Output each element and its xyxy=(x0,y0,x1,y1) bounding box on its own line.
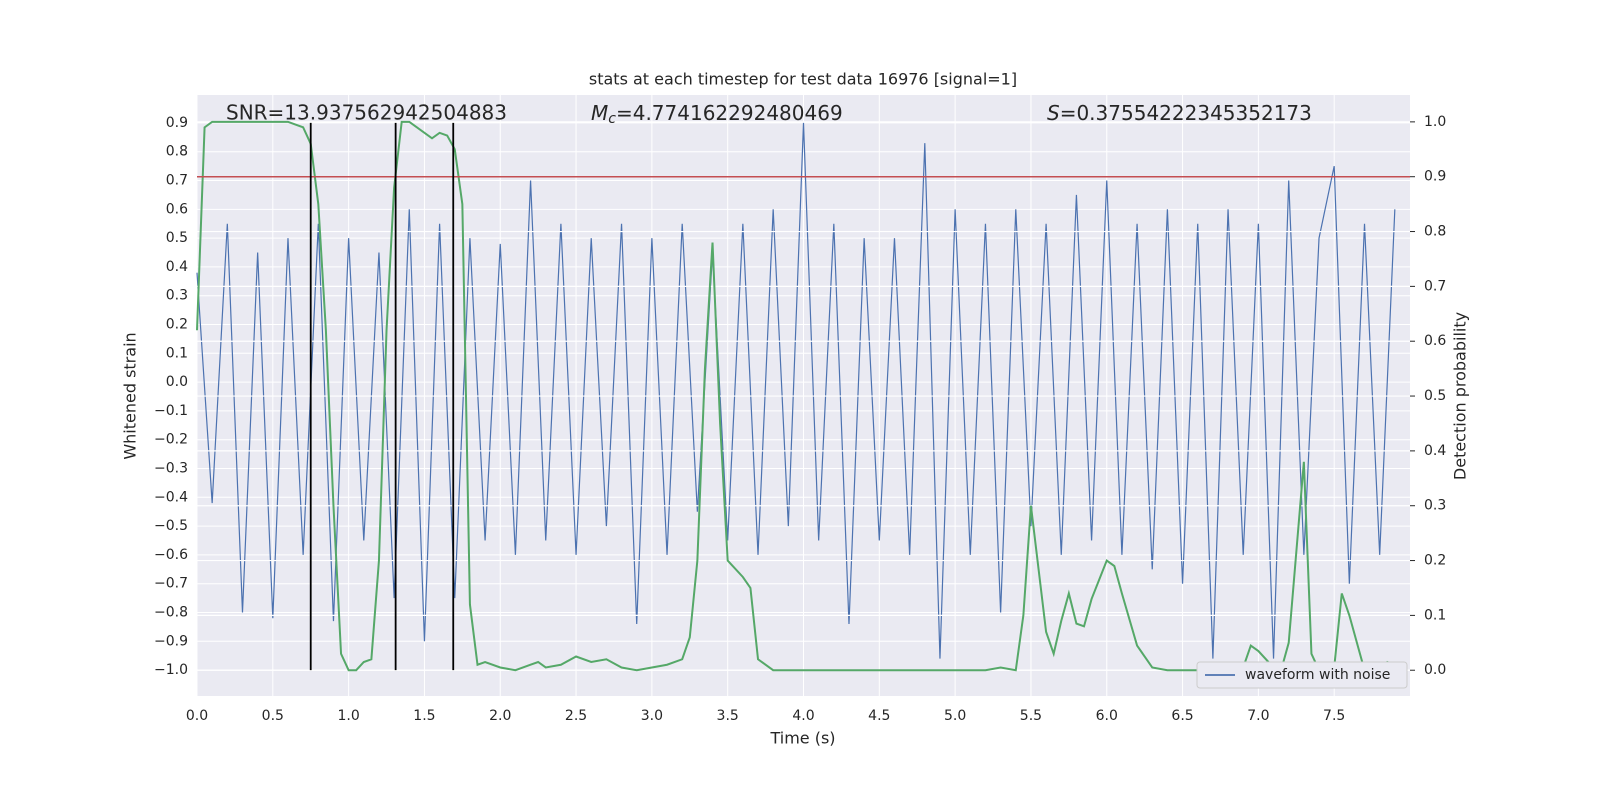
x-tick-label: 4.0 xyxy=(792,708,814,724)
y-tick-label: −0.4 xyxy=(154,489,188,505)
x-tick-label: 1.0 xyxy=(337,708,359,724)
y-tick-label: 0.5 xyxy=(166,230,188,246)
over-layer: waveform with noise xyxy=(196,120,1410,689)
y-tick-label: −0.6 xyxy=(154,547,188,563)
annotation: S=0.37554222345352173 xyxy=(1047,101,1312,125)
y-tick-label: −0.7 xyxy=(154,576,188,592)
y-tick-label: 0.6 xyxy=(166,201,188,217)
y-tick-label: −0.1 xyxy=(154,403,188,419)
y-tick-label: −0.2 xyxy=(154,432,188,448)
y2-tick-label: 0.0 xyxy=(1424,662,1446,678)
y2-axis-label: Detection probability xyxy=(1451,312,1470,480)
y-tick-label: −0.3 xyxy=(154,461,188,477)
annotation-symbol: M xyxy=(591,101,608,125)
y2-tick-label: 0.8 xyxy=(1424,224,1446,240)
y2-tick-label: 0.3 xyxy=(1424,498,1446,514)
y2-tick-label: 0.4 xyxy=(1424,443,1446,459)
y-tick-label: 0.4 xyxy=(166,259,188,275)
y-tick-label: −0.9 xyxy=(154,633,188,649)
y-tick-label: 0.0 xyxy=(166,374,188,390)
y-tick-label: 0.3 xyxy=(166,288,188,304)
y-tick-label: 0.2 xyxy=(166,317,188,333)
y2-tick-label: 0.5 xyxy=(1424,388,1446,404)
x-tick-label: 3.0 xyxy=(641,708,663,724)
x-tick-label: 6.0 xyxy=(1096,708,1118,724)
x-tick-label: 7.0 xyxy=(1247,708,1269,724)
y-tick-label: −1.0 xyxy=(154,662,188,678)
x-tick-label: 7.5 xyxy=(1323,708,1345,724)
x-axis-label: Time (s) xyxy=(769,729,835,748)
annotation: SNR=13.937562942504883 xyxy=(226,101,507,125)
y2-tick-label: 0.9 xyxy=(1424,169,1446,185)
legend-label: waveform with noise xyxy=(1245,667,1390,683)
annotation: Mc=4.774162292480469 xyxy=(591,101,843,128)
x-tick-label: 0.0 xyxy=(186,708,208,724)
annotation-text: =4.774162292480469 xyxy=(616,101,843,125)
x-tick-label: 2.5 xyxy=(565,708,587,724)
y-tick-label: −0.5 xyxy=(154,518,188,534)
y2-tick-label: 0.2 xyxy=(1424,553,1446,569)
y-tick-label: −0.8 xyxy=(154,604,188,620)
y-tick-label: 0.7 xyxy=(166,173,188,189)
y-tick-label: 0.8 xyxy=(166,144,188,160)
x-tick-label: 6.5 xyxy=(1171,708,1193,724)
y2-tick-label: 0.1 xyxy=(1424,607,1446,623)
y2-tick-label: 1.0 xyxy=(1424,114,1446,130)
series-line xyxy=(196,122,1396,659)
y-tick-label: 0.9 xyxy=(166,115,188,131)
annotation-subscript: c xyxy=(608,111,616,127)
x-tick-label: 4.5 xyxy=(868,708,890,724)
x-tick-label: 1.5 xyxy=(413,708,435,724)
x-tick-label: 3.5 xyxy=(717,708,739,724)
y-tick-label: 0.1 xyxy=(166,345,188,361)
chart-title: stats at each timestep for test data 169… xyxy=(589,70,1017,89)
x-tick-label: 5.0 xyxy=(944,708,966,724)
y2-tick-label: 0.6 xyxy=(1424,333,1446,349)
x-tick-label: 5.5 xyxy=(1020,708,1042,724)
annotation-symbol: S xyxy=(1047,101,1060,125)
legend-box xyxy=(1196,661,1408,689)
annotation-text: =0.37554222345352173 xyxy=(1060,101,1312,125)
x-tick-label: 2.0 xyxy=(489,708,511,724)
x-tick-label: 0.5 xyxy=(262,708,284,724)
y-axis-label: Whitened strain xyxy=(121,332,140,459)
y2-tick-label: 0.7 xyxy=(1424,278,1446,294)
